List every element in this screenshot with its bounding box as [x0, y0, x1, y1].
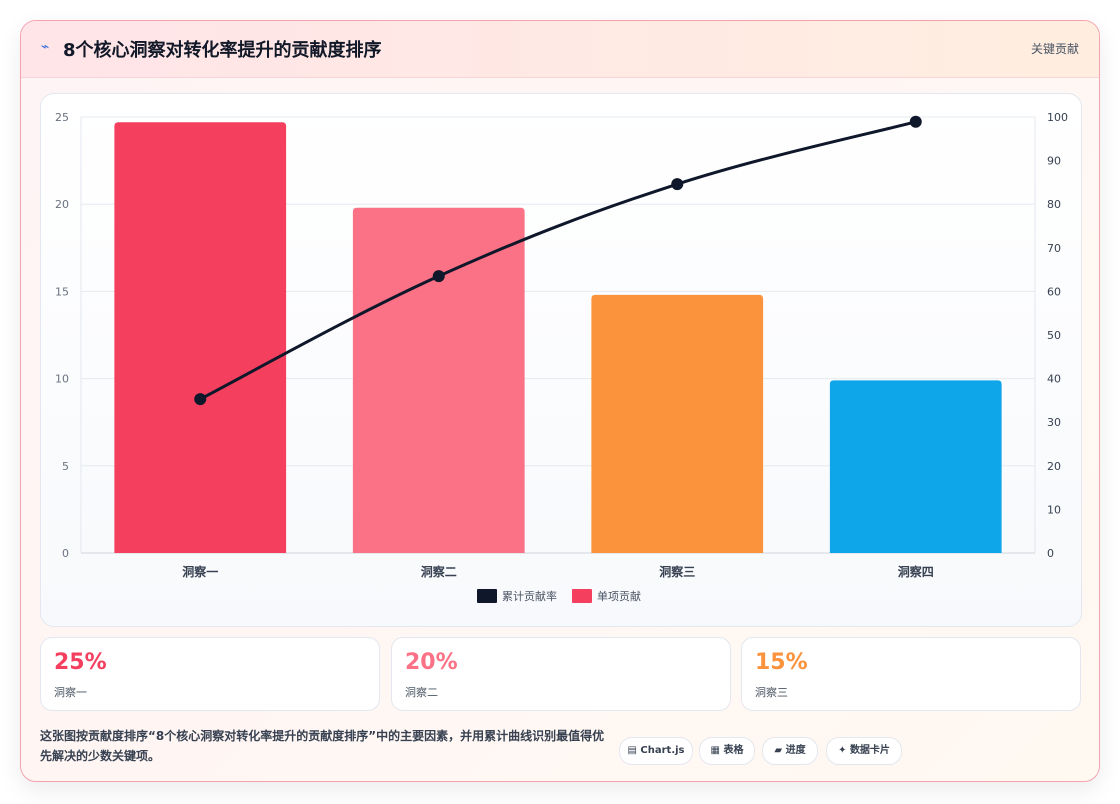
stat-value-1: 25% [54, 650, 107, 675]
tag-label: 表格 [723, 745, 744, 756]
cumulative-line [199, 120, 917, 401]
y-left-tick-label: 0 [62, 547, 69, 560]
card-icon: ✦ [838, 745, 847, 756]
pareto-chart: 0 5 10 15 20 25 0 10 20 30 40 50 60 70 80 90 100 洞察一 洞察二 洞察… [55, 111, 1068, 603]
x-tick-label: 洞察四 [898, 564, 934, 579]
card-title: 8个核心洞察对转化率提升的贡献度排序 [63, 40, 382, 61]
stat-label-3: 洞察三 [755, 686, 788, 699]
y-right-tick-label: 40 [1047, 373, 1061, 386]
bar [114, 122, 287, 554]
stat-card-3: 15% 洞察三 [741, 637, 1081, 711]
tag-data-card[interactable]: ✦ 数据卡片 [826, 737, 902, 765]
stat-label-2: 洞察二 [405, 686, 438, 699]
cumulative-point [194, 393, 207, 406]
stat-value-2: 20% [405, 650, 458, 675]
tag-chartjs[interactable]: ▤ Chart.js [619, 737, 693, 765]
y-left-tick-label: 10 [55, 373, 69, 386]
cumulative-point [909, 115, 922, 128]
stat-card-2: 20% 洞察二 [391, 637, 731, 711]
y-right-tick-label: 0 [1047, 547, 1054, 560]
y-right-tick-label: 30 [1047, 416, 1061, 429]
y-right-tick-label: 60 [1047, 285, 1061, 298]
legend-swatch [477, 589, 497, 603]
legend-label: 累计贡献率 [502, 589, 557, 603]
stat-label-1: 洞察一 [54, 686, 87, 699]
chart-panel: 0 5 10 15 20 25 0 10 20 30 40 50 60 70 80 90 100 洞察一 洞察二 洞察… [40, 93, 1082, 627]
y-right-tick-label: 70 [1047, 242, 1061, 255]
stat-card-1: 25% 洞察一 [40, 637, 380, 711]
tag-label: Chart.js [640, 745, 685, 756]
y-right-tick-label: 10 [1047, 503, 1061, 516]
y-left-tick-label: 20 [55, 198, 69, 211]
stat-value-3: 15% [755, 650, 808, 675]
chart-card: ⌁ 8个核心洞察对转化率提升的贡献度排序 关键贡献 0 5 10 15 20 25 0 10 2… [20, 20, 1100, 782]
y-right-tick-label: 90 [1047, 155, 1061, 168]
legend-label: 单项贡献 [597, 589, 641, 603]
table-icon: ▦ [710, 745, 720, 756]
legend-swatch [572, 589, 592, 603]
x-tick-label: 洞察三 [659, 564, 695, 579]
tag-label: 进度 [785, 745, 806, 756]
x-tick-label: 洞察一 [182, 564, 218, 579]
lightning-icon: ⌁ [41, 39, 50, 55]
bar [829, 380, 1002, 553]
key-contribution-badge: 关键贡献 [1030, 42, 1079, 56]
cumulative-point [432, 270, 445, 283]
tag-progress[interactable]: ▰ 进度 [762, 737, 818, 765]
y-left-tick-label: 25 [55, 111, 69, 124]
y-right-tick-label: 20 [1047, 460, 1061, 473]
cumulative-point [671, 178, 684, 191]
x-tick-label: 洞察二 [421, 564, 457, 579]
bar [591, 294, 764, 553]
chart-icon: ▤ [627, 745, 637, 756]
bar [352, 207, 525, 554]
chart-description: 这张图按贡献度排序“8个核心洞察对转化率提升的贡献度排序”中的主要因素，并用累计… [40, 729, 605, 763]
y-left-tick-label: 5 [62, 460, 69, 473]
y-left-tick-label: 15 [55, 285, 69, 298]
y-right-tick-label: 50 [1047, 329, 1061, 342]
tag-label: 数据卡片 [849, 745, 890, 756]
card-header: ⌁ 8个核心洞察对转化率提升的贡献度排序 关键贡献 [21, 21, 1099, 78]
y-right-tick-label: 80 [1047, 198, 1061, 211]
tag-table[interactable]: ▦ 表格 [699, 737, 755, 765]
y-right-tick-label: 100 [1047, 111, 1068, 124]
progress-icon: ▰ [774, 745, 783, 756]
